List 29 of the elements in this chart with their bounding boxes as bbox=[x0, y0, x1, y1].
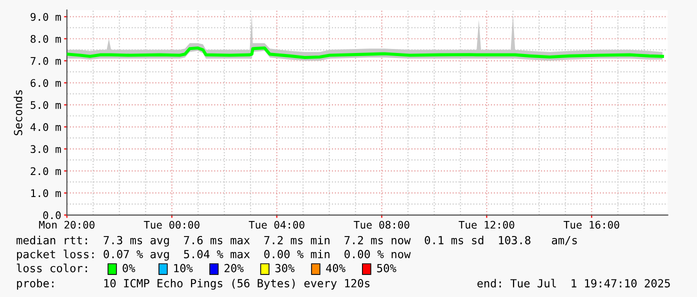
text: end: Tue Jul 1 19:47:10 2025 bbox=[477, 278, 670, 288]
y-tick-label: 0.0 bbox=[43, 211, 61, 220]
y-tick-label: 8.0 m bbox=[30, 35, 61, 43]
legend-title: loss color: bbox=[16, 264, 87, 272]
y-tick-label: 5.0 m bbox=[30, 101, 61, 109]
x-tick-label: Mon 20:00 bbox=[39, 220, 94, 229]
text: probe: 10 ICMP Echo Pings (56 Bytes) every 120s bbox=[17, 278, 370, 290]
x-tick-label: Tue 00:00 bbox=[144, 220, 200, 229]
legend-label: 20% bbox=[224, 264, 244, 272]
line-series bbox=[66, 46, 664, 60]
y-tick-label: 2.0 m bbox=[30, 167, 61, 176]
x-tick-label: Tue 04:00 bbox=[248, 220, 304, 229]
text: median rtt: 7.3 ms avg 7.6 ms max 7.2 ms min 7.2 ms now 0.1 ms sd 103.8 am/s bbox=[16, 236, 577, 247]
y-tick-label: 7.0 m bbox=[30, 57, 61, 65]
y-tick-label: 9.0 m bbox=[30, 12, 61, 21]
y-tick-label: 3.0 m bbox=[30, 145, 61, 154]
legend-label: 30% bbox=[275, 264, 295, 272]
y-tick-label: 6.0 m bbox=[30, 79, 61, 87]
y-tick-label: 1.0 m bbox=[31, 189, 61, 198]
legend-label: 10% bbox=[174, 264, 193, 272]
legend-label: 40% bbox=[326, 264, 346, 272]
text: packet loss: 0.07 % avg 5.04 % max 0.00 % min 0.00 % now bbox=[17, 250, 411, 261]
x-tick-label: Tue 08:00 bbox=[354, 220, 410, 229]
y-axis-title: Seconds bbox=[14, 90, 22, 136]
y-tick-label: 4.0 m bbox=[30, 123, 61, 132]
x-tick-label: Tue 16:00 bbox=[564, 220, 620, 229]
x-tick-label: Tue 12:00 bbox=[458, 220, 514, 229]
legend-label: 0% bbox=[122, 264, 136, 272]
legend-label: 50% bbox=[377, 264, 396, 272]
